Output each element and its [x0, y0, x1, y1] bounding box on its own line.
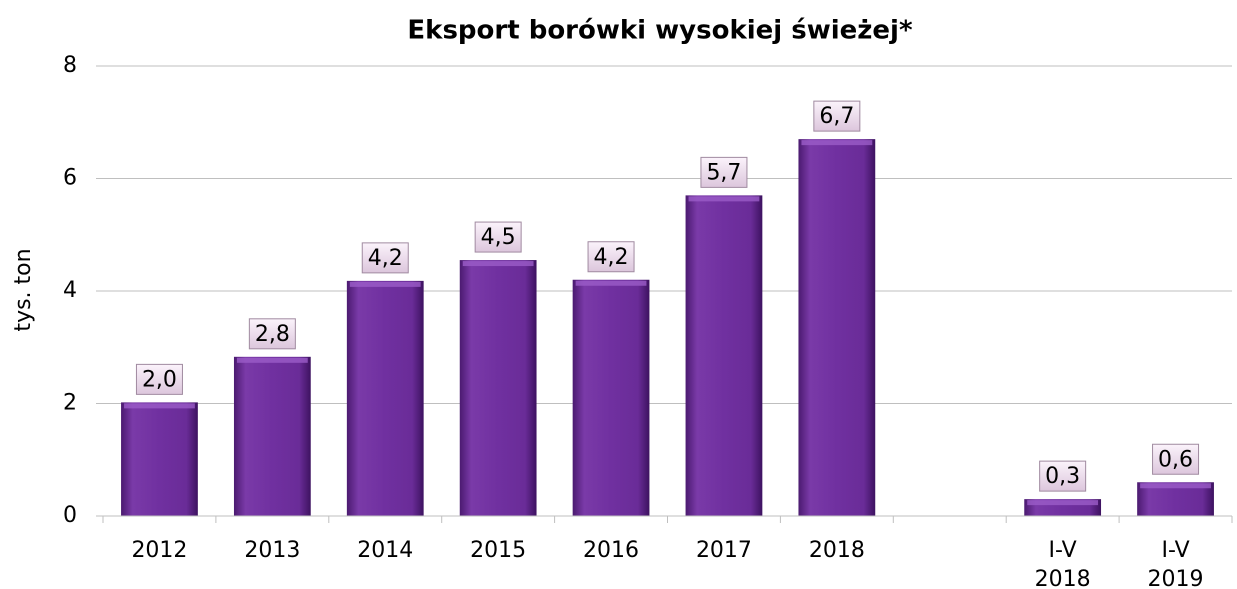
x-tick-label: 2014 — [357, 538, 413, 563]
x-tick-label: I-V 2019 — [1148, 538, 1204, 589]
bar — [798, 139, 876, 516]
y-tick-label: 0 — [63, 503, 77, 528]
value-label: 4,2 — [368, 246, 403, 271]
bar — [459, 260, 537, 516]
bar-cap — [462, 261, 534, 267]
bar-cap — [688, 196, 760, 202]
bar-cap — [801, 140, 873, 146]
value-label: 2,8 — [255, 322, 290, 347]
value-label-box — [1152, 443, 1200, 475]
value-label-box — [361, 242, 409, 274]
value-label-box — [813, 100, 861, 132]
bar — [346, 280, 424, 516]
y-tick-label: 6 — [63, 166, 77, 191]
bar — [572, 279, 650, 516]
chart-title: Eksport borówki wysokiej świeżej* — [407, 16, 913, 46]
x-tick-label: 2018 — [809, 538, 865, 563]
x-tick-label: 2016 — [583, 538, 639, 563]
bar — [685, 195, 763, 516]
bar-cap — [349, 281, 421, 287]
value-label-box — [700, 156, 748, 188]
value-label: 0,3 — [1045, 464, 1080, 489]
bar-cap — [1027, 500, 1099, 506]
bar-cap — [575, 280, 647, 286]
value-label-box — [248, 318, 296, 350]
value-label-box — [1039, 460, 1087, 492]
bar-cap — [236, 357, 308, 363]
value-label: 4,5 — [481, 225, 516, 250]
value-label: 0,6 — [1158, 447, 1193, 472]
y-tick-label: 2 — [63, 391, 77, 416]
value-label: 2,0 — [142, 367, 177, 392]
x-tick-label: 2012 — [131, 538, 187, 563]
bar-cap — [124, 403, 195, 409]
x-tick-label: I-V 2018 — [1035, 538, 1091, 589]
value-label-box — [474, 221, 522, 253]
value-label: 4,2 — [594, 245, 629, 270]
value-label: 6,7 — [819, 104, 854, 129]
y-tick-label: 4 — [63, 278, 77, 303]
x-tick-label: 2013 — [244, 538, 300, 563]
value-label: 5,7 — [706, 160, 741, 185]
bar — [121, 402, 198, 516]
value-label-box — [587, 241, 635, 273]
value-label-box — [135, 363, 183, 395]
x-tick-label: 2015 — [470, 538, 526, 563]
bar — [233, 356, 311, 516]
bar-cap — [1140, 483, 1211, 489]
y-tick-label: 8 — [63, 53, 77, 78]
x-tick-label: 2017 — [696, 538, 752, 563]
y-axis-label: tys. ton — [11, 248, 36, 331]
